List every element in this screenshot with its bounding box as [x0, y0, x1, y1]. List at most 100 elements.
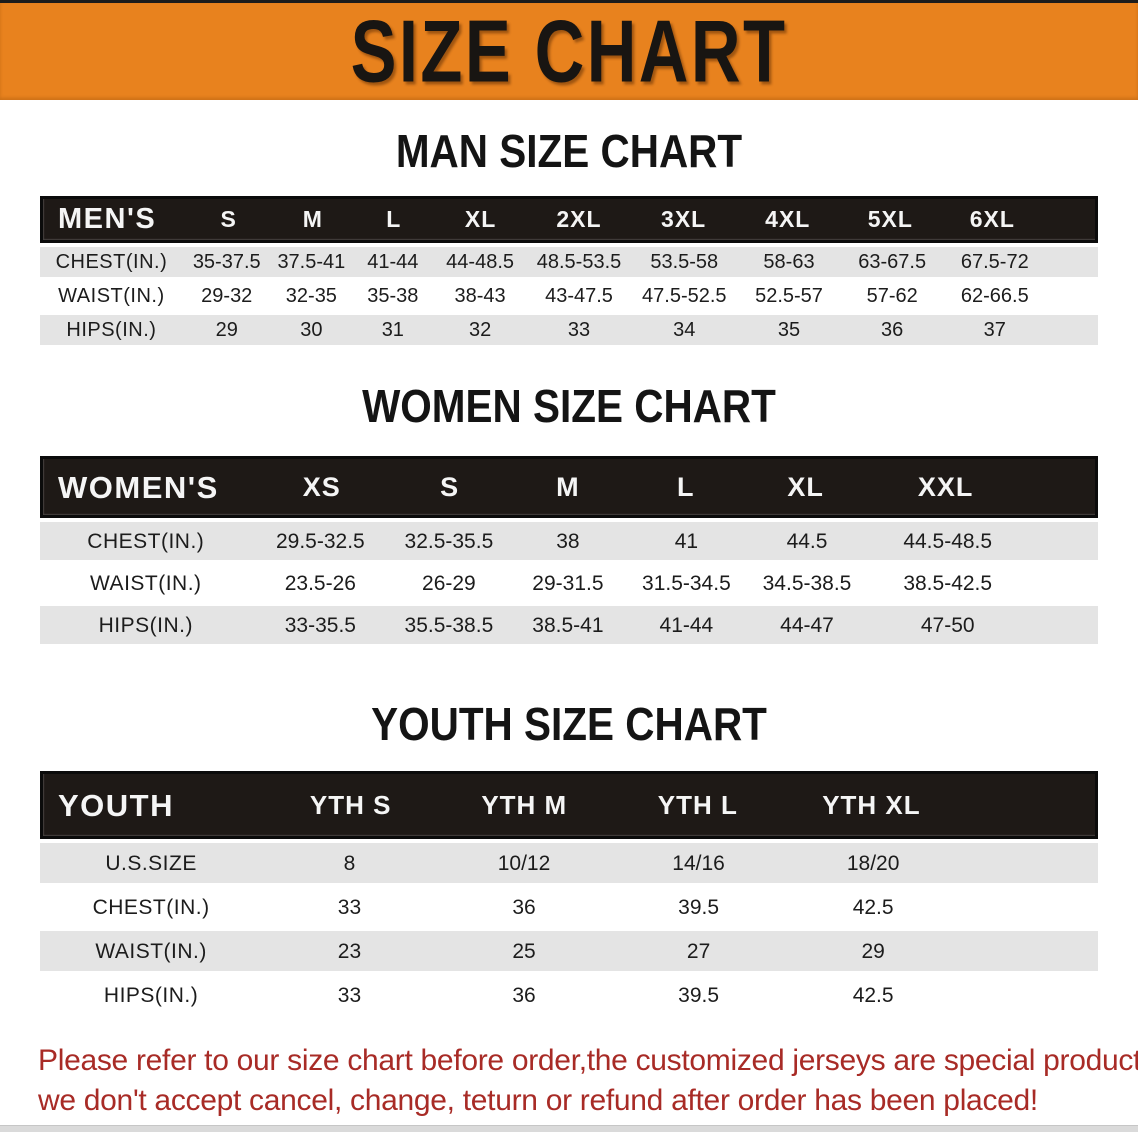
value-cell: 41-44: [659, 613, 714, 637]
table-header-row: MEN'S S M L XL 2XL 3XL 4XL 5XL 6XL: [40, 196, 1098, 243]
row-label-cell: HIPS(IN.): [66, 319, 157, 341]
size-header-cell: L: [676, 471, 695, 502]
value-cell: 35: [777, 319, 801, 341]
size-header-cell: M: [556, 471, 580, 502]
value-cell: 44.5: [786, 529, 828, 553]
table-row: CHEST(IN.) 35-37.5 37.5-41 41-44 44-48.5 48.5…: [40, 247, 1098, 277]
table-row: CHEST(IN.) 29.5-32.5 32.5-35.5 38 41 44.5 44.5…: [40, 522, 1098, 560]
row-label-cell: WAIST(IN.): [58, 285, 165, 307]
bottom-divider: [0, 1125, 1138, 1132]
value-cell: 18/20: [846, 851, 900, 875]
value-cell: 37: [983, 319, 1006, 341]
value-cell: 36: [512, 895, 536, 919]
value-cell: 32.5-35.5: [404, 529, 494, 553]
size-header-cell: XS: [302, 471, 341, 502]
value-cell: 29: [215, 319, 238, 341]
value-cell: 33: [567, 319, 591, 341]
table-row: U.S.SIZE 8 10/12 14/16 18/20: [40, 843, 1098, 883]
notice-line-2: we don't accept cancel, change, teturn o…: [38, 1083, 1038, 1117]
value-cell: 32-35: [285, 285, 337, 307]
table-row: HIPS(IN.) 29 30 31 32 33 34 35 36 37: [40, 315, 1098, 345]
value-cell: 67.5-72: [960, 251, 1029, 273]
value-cell: 57-62: [866, 285, 918, 307]
value-cell: 33: [337, 895, 362, 919]
value-cell: 42.5: [852, 983, 894, 1007]
value-cell: 41: [674, 529, 699, 553]
size-header-cell: 3XL: [661, 206, 707, 232]
row-label-cell: WAIST(IN.): [90, 571, 202, 595]
value-cell: 29-32: [201, 285, 253, 307]
women-section-heading: WOMEN SIZE CHART: [362, 380, 776, 432]
value-cell: 38.5-41: [532, 613, 604, 637]
value-cell: 34.5-38.5: [762, 571, 852, 595]
table-title-cell: YOUTH: [58, 787, 174, 823]
order-notice: Please refer to our size chart before or…: [38, 1041, 1138, 1121]
value-cell: 36: [881, 319, 904, 341]
table-row: WAIST(IN.) 29-32 32-35 35-38 38-43 43-47.5 47.…: [40, 281, 1098, 311]
value-cell: 38-43: [454, 285, 506, 307]
value-cell: 30: [300, 319, 323, 341]
table-row: CHEST(IN.) 33 36 39.5 42.5: [40, 887, 1098, 927]
table-row: HIPS(IN.) 33 36 39.5 42.5: [40, 975, 1098, 1015]
value-cell: 35.5-38.5: [404, 613, 494, 637]
value-cell: 41-44: [367, 251, 419, 273]
value-cell: 23.5-26: [284, 571, 356, 595]
size-header-cell: YTH L: [657, 790, 738, 820]
value-cell: 38: [556, 529, 580, 553]
youth-section-heading: YOUTH SIZE CHART: [371, 698, 767, 750]
size-header-cell: S: [220, 206, 237, 232]
value-cell: 38.5-42.5: [903, 571, 993, 595]
value-cell: 47.5-52.5: [642, 285, 727, 307]
size-header-cell: YTH M: [481, 790, 568, 820]
womens-size-table: WOMEN'S XS S M L XL XXL CHEST(IN.) 29.5-32.5 32.5…: [40, 456, 1098, 644]
size-header-cell: S: [440, 471, 460, 502]
value-cell: 32: [468, 319, 492, 341]
value-cell: 10/12: [497, 851, 551, 875]
man-section-heading: MAN SIZE CHART: [395, 125, 743, 177]
value-cell: 43-47.5: [545, 285, 613, 307]
table-title-cell: MEN'S: [58, 203, 157, 235]
value-cell: 44-48.5: [446, 251, 515, 273]
row-label-cell: CHEST(IN.): [87, 529, 205, 553]
value-cell: 34: [673, 319, 696, 341]
value-cell: 25: [512, 939, 536, 963]
size-header-cell: M: [302, 206, 323, 232]
notice-line-1: Please refer to our size chart before or…: [38, 1044, 1138, 1077]
size-header-cell: 2XL: [556, 206, 602, 232]
value-cell: 31: [381, 319, 404, 341]
value-cell: 62-66.5: [960, 285, 1029, 307]
value-cell: 37.5-41: [277, 251, 346, 273]
banner-title: SIZE CHART: [350, 2, 788, 101]
value-cell: 39.5: [678, 983, 720, 1007]
value-cell: 29.5-32.5: [275, 529, 365, 553]
row-label-cell: HIPS(IN.): [103, 983, 199, 1007]
table-row: WAIST(IN.) 23 25 27 29: [40, 931, 1098, 971]
value-cell: 29-31.5: [532, 571, 604, 595]
value-cell: 35-38: [367, 285, 419, 307]
value-cell: 26-29: [422, 571, 476, 595]
size-header-cell: L: [386, 206, 402, 232]
size-header-cell: XL: [787, 471, 824, 502]
row-label-cell: HIPS(IN.): [98, 613, 193, 637]
value-cell: 36: [512, 983, 536, 1007]
value-cell: 48.5-53.5: [536, 251, 622, 273]
value-cell: 58-63: [763, 251, 815, 273]
value-cell: 47-50: [920, 613, 975, 637]
value-cell: 29: [861, 939, 885, 963]
row-label-cell: CHEST(IN.): [55, 251, 168, 273]
size-header-cell: 5XL: [867, 206, 913, 232]
table-row: HIPS(IN.) 33-35.5 35.5-38.5 38.5-41 41-44 44-…: [40, 606, 1098, 644]
size-header-cell: XL: [464, 206, 497, 232]
value-cell: 52.5-57: [755, 285, 823, 307]
value-cell: 33-35.5: [284, 613, 356, 637]
value-cell: 63-67.5: [858, 251, 927, 273]
row-label-cell: CHEST(IN.): [92, 895, 210, 919]
row-label-cell: U.S.SIZE: [105, 851, 197, 875]
table-row: WAIST(IN.) 23.5-26 26-29 29-31.5 31.5-34.5 34…: [40, 564, 1098, 602]
value-cell: 42.5: [852, 895, 894, 919]
value-cell: 8: [343, 851, 356, 875]
value-cell: 35-37.5: [192, 251, 261, 273]
value-cell: 27: [686, 939, 711, 963]
value-cell: 14/16: [672, 851, 725, 875]
